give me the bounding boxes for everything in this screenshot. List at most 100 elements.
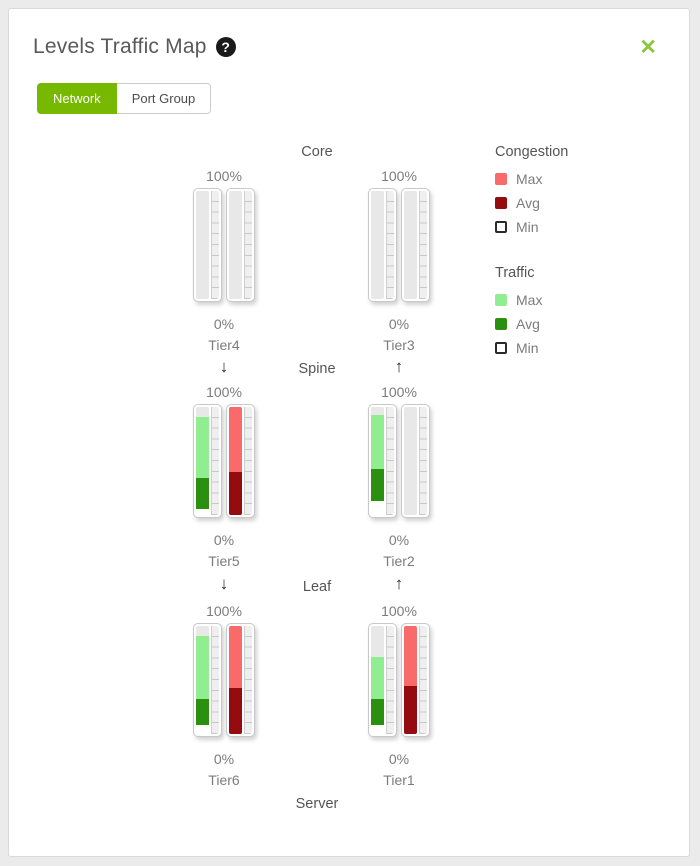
tier-tier6: 100% 0% Tier6 (193, 601, 255, 790)
legend-item-label: Max (516, 171, 543, 187)
gauge-scale (419, 626, 427, 734)
legend: Congestion Max Avg Min Traffic Max Avg Min (495, 144, 568, 360)
gauge-segment-traffic_avg (371, 468, 384, 501)
gauge-pair (368, 404, 430, 518)
tier4-congestion-gauge[interactable] (226, 188, 255, 302)
gauge-fill (404, 407, 417, 515)
level-label-core: Core (301, 144, 333, 160)
tier-name-label: Tier5 (208, 553, 240, 569)
gauge-scale (419, 191, 427, 299)
level-label-leaf: Leaf (302, 579, 332, 595)
gauge-segment-white (371, 500, 384, 515)
gauge-segment-traffic_max (196, 416, 209, 479)
gauge-segment-traffic_avg (371, 699, 384, 726)
tier-name-label: Tier3 (383, 337, 415, 353)
tier-bottom-label: 0% (388, 316, 410, 332)
tier-top-label: 100% (381, 384, 417, 400)
legend-item-label: Min (516, 340, 539, 356)
tier1-traffic-gauge[interactable] (368, 623, 397, 737)
gauge-pair (193, 623, 255, 737)
gauge-fill (229, 407, 242, 515)
gauge-segment-empty (229, 191, 242, 299)
gauge-fill (229, 191, 242, 299)
legend-item-label: Avg (516, 316, 540, 332)
gauge-segment-traffic_avg (196, 699, 209, 726)
tier-tier3: 100% 0% Tier3 (368, 166, 430, 355)
tier2-traffic-gauge[interactable] (368, 404, 397, 518)
gauge-fill (371, 191, 384, 299)
tier-tier2: 100% 0% Tier2 (368, 382, 430, 571)
gauge-scale (419, 407, 427, 515)
tier-top-label: 100% (206, 603, 242, 619)
tab-port-group[interactable]: Port Group (116, 83, 212, 114)
gauge-segment-empty (196, 407, 209, 417)
tier-bottom-label: 0% (213, 316, 235, 332)
dialog-header: Levels Traffic Map ? (33, 35, 236, 59)
legend-item-label: Min (516, 219, 539, 235)
tab-network[interactable]: Network (37, 83, 117, 114)
legend-group-title: Congestion (495, 144, 569, 160)
gauge-segment-congestion_avg (229, 471, 242, 515)
tier6-traffic-gauge[interactable] (193, 623, 222, 737)
gauge-scale (386, 407, 394, 515)
gauge-scale (211, 407, 219, 515)
tier3-traffic-gauge[interactable] (368, 188, 397, 302)
tier3-congestion-gauge[interactable] (401, 188, 430, 302)
tier5-traffic-gauge[interactable] (193, 404, 222, 518)
tier4-traffic-gauge[interactable] (193, 188, 222, 302)
gauge-pair (193, 188, 255, 302)
gauge-pair (193, 404, 255, 518)
gauge-fill (196, 626, 209, 734)
gauge-scale (211, 191, 219, 299)
tier-top-label: 100% (381, 168, 417, 184)
tier6-congestion-gauge[interactable] (226, 623, 255, 737)
legend-swatch (495, 173, 507, 185)
gauge-segment-empty (371, 407, 384, 415)
legend-swatch (495, 294, 507, 306)
gauge-fill (229, 626, 242, 734)
legend-item-traffic-max: Max (495, 288, 568, 312)
view-mode-tabs: Network Port Group (37, 83, 212, 114)
tier-tier1: 100% 0% Tier1 (368, 601, 430, 790)
tier-name-label: Tier1 (383, 772, 415, 788)
levels-traffic-map-dialog: Levels Traffic Map ? ✕ Network Port Grou… (8, 8, 690, 857)
gauge-segment-traffic_avg (196, 478, 209, 509)
legend-item-congestion-avg: Avg (495, 191, 568, 215)
gauge-scale (211, 626, 219, 734)
legend-group-congestion: Congestion Max Avg Min (495, 144, 568, 239)
tier-bottom-label: 0% (388, 532, 410, 548)
close-icon[interactable]: ✕ (639, 36, 657, 59)
help-icon[interactable]: ? (215, 37, 236, 57)
tier-bottom-label: 0% (213, 532, 235, 548)
up-arrow-icon: ↑ (394, 357, 404, 376)
gauge-fill (404, 191, 417, 299)
legend-item-traffic-avg: Avg (495, 312, 568, 336)
down-arrow-icon: ↓ (219, 357, 229, 376)
up-arrow-icon: ↑ (394, 574, 404, 593)
tier-name-label: Tier2 (383, 553, 415, 569)
level-label-server: Server (295, 796, 339, 812)
legend-item-congestion-min: Min (495, 215, 568, 239)
tier2-congestion-gauge[interactable] (401, 404, 430, 518)
page-title: Levels Traffic Map (33, 35, 207, 58)
legend-group-traffic: Traffic Max Avg Min (495, 265, 568, 360)
gauge-segment-empty (196, 191, 209, 299)
legend-swatch (495, 342, 507, 354)
tier5-congestion-gauge[interactable] (226, 404, 255, 518)
gauge-segment-empty (404, 407, 417, 515)
level-label-spine: Spine (298, 361, 336, 377)
legend-item-congestion-max: Max (495, 167, 568, 191)
legend-swatch (495, 221, 507, 233)
tier-bottom-label: 0% (213, 751, 235, 767)
tier-top-label: 100% (206, 384, 242, 400)
gauge-segment-traffic_max (371, 414, 384, 469)
gauge-segment-congestion_max (404, 626, 417, 687)
gauge-scale (386, 626, 394, 734)
tier1-congestion-gauge[interactable] (401, 623, 430, 737)
tier-tier4: 100% 0% Tier4 (193, 166, 255, 355)
gauge-fill (371, 626, 384, 734)
tier-bottom-label: 0% (388, 751, 410, 767)
gauge-segment-empty (196, 626, 209, 636)
legend-item-label: Max (516, 292, 543, 308)
gauge-segment-white (196, 508, 209, 515)
